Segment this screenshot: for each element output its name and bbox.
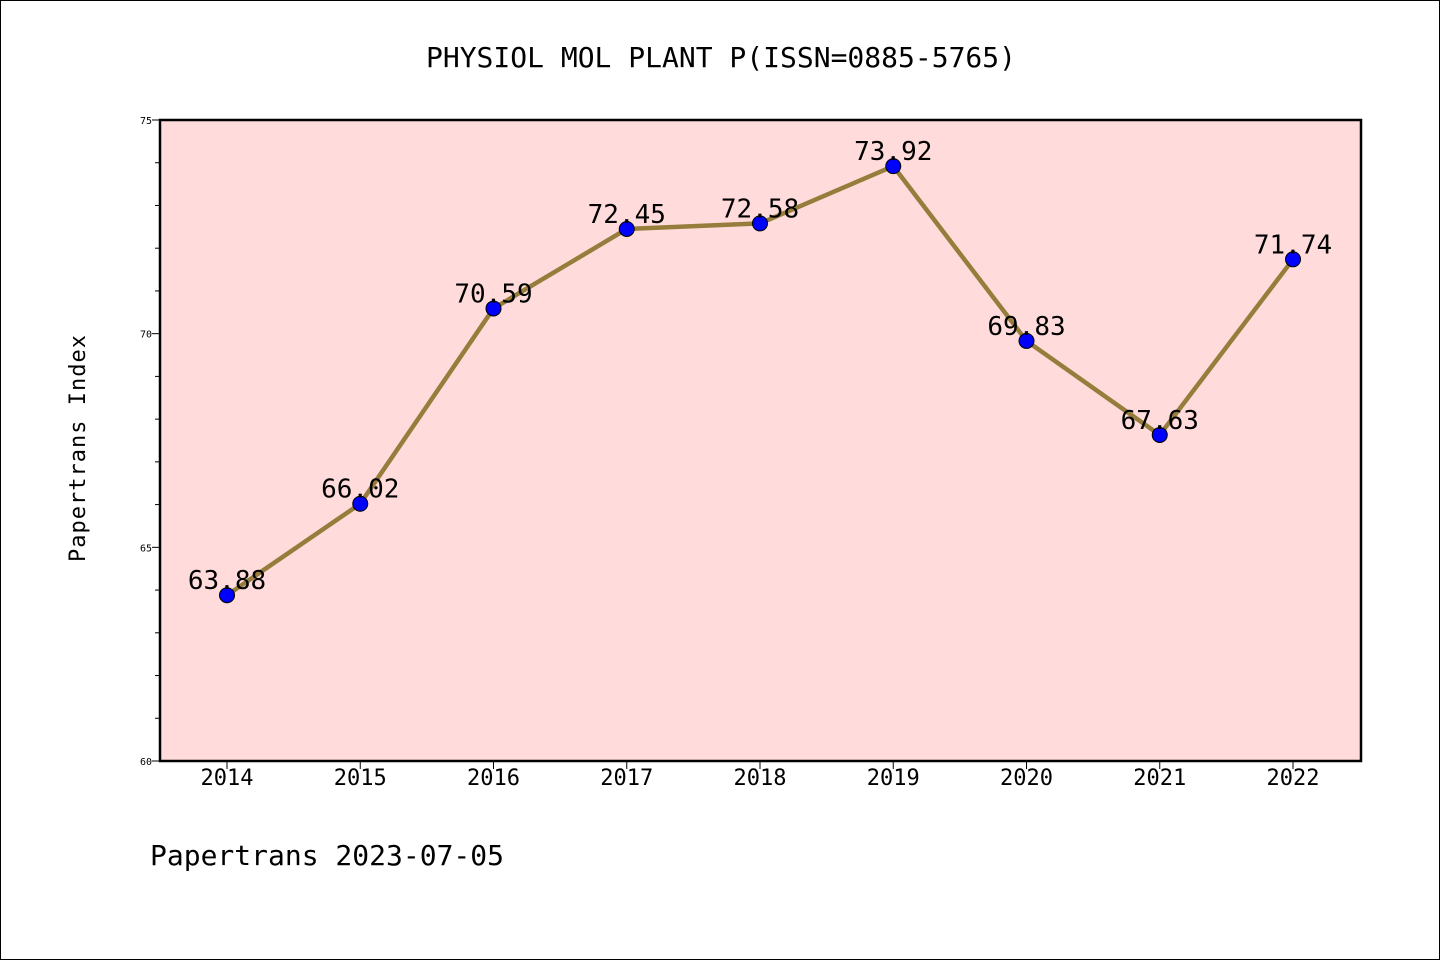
data-label: 72.58 (721, 194, 799, 224)
y-tick-label: 60 (140, 757, 152, 768)
x-axis: 2014 2015 2016 2017 2018 2019 2020 2021 2022 (201, 761, 1320, 791)
x-tick-label: 2019 (867, 766, 920, 791)
y-tick-label: 75 (140, 116, 152, 127)
footer-text: Papertrans 2023-07-05 (150, 839, 504, 872)
data-label: 73.92 (854, 137, 932, 167)
x-tick-label: 2021 (1133, 766, 1186, 791)
data-point (219, 587, 235, 604)
data-point (352, 495, 369, 512)
x-tick-label: 2020 (1000, 766, 1053, 791)
data-point (618, 220, 635, 237)
data-point (1151, 426, 1168, 443)
data-label: 63.88 (188, 566, 266, 596)
y-axis-label: Papertrans Index (66, 334, 91, 562)
x-tick-label: 2014 (201, 766, 254, 791)
data-point (885, 158, 902, 175)
x-tick-label: 2015 (334, 766, 387, 791)
x-tick-label: 2017 (600, 766, 653, 791)
y-tick-label: 70 (140, 330, 152, 341)
chart-title: PHYSIOL MOL PLANT P(ISSN=0885-5765) (426, 41, 1016, 74)
data-label: 71.74 (1254, 230, 1332, 260)
x-tick-label: 2016 (467, 766, 520, 791)
data-label: 66.02 (321, 475, 399, 505)
data-points (219, 158, 1301, 604)
x-tick-label: 2022 (1267, 766, 1320, 791)
data-label: 70.59 (454, 279, 532, 309)
data-labels: 63.88 66.02 70.59 72.45 72.58 73.92 69.83 67.63… (188, 137, 1332, 596)
data-point (752, 215, 768, 232)
data-label: 72.45 (588, 200, 666, 230)
y-tick-label: 65 (140, 543, 152, 554)
y-axis: 60 65 70 75 (140, 116, 160, 768)
data-point (1285, 251, 1301, 268)
data-point (1018, 332, 1035, 349)
data-label: 67.63 (1121, 406, 1199, 436)
data-label: 69.83 (987, 312, 1065, 342)
data-point (485, 300, 502, 317)
x-tick-label: 2018 (734, 766, 787, 791)
plot-border (158, 118, 1363, 763)
